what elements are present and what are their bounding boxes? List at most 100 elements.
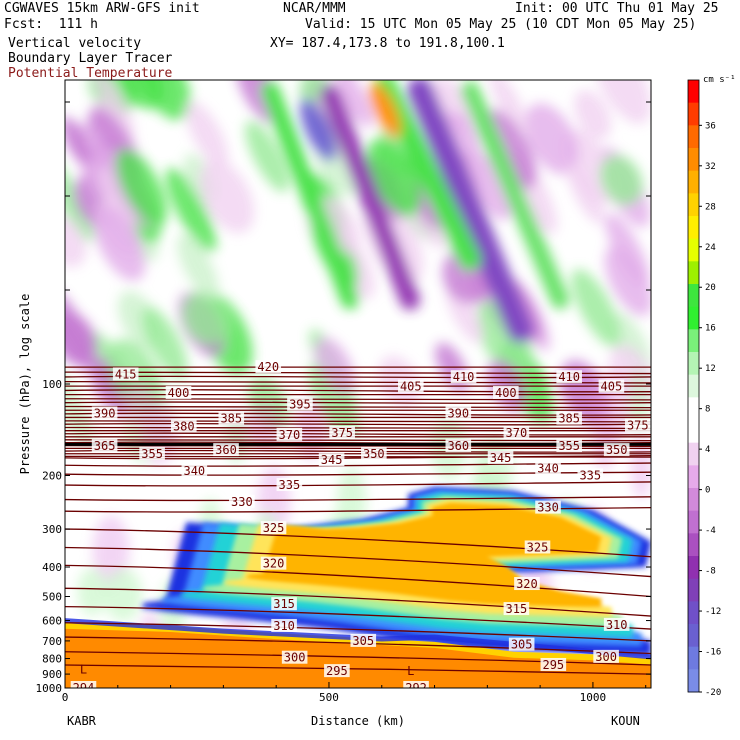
velocity-cell <box>93 205 146 281</box>
theta-label-text: 340 <box>537 462 559 476</box>
y-tick-label: 900 <box>42 668 62 681</box>
theta-contour <box>65 409 651 412</box>
valid-time: Valid: 15 UTC Mon 05 May 25 (10 CDT Mon … <box>305 17 697 32</box>
velocity-cell <box>314 337 356 395</box>
theta-label-text: 350 <box>363 447 385 461</box>
colorbar-label: 20 <box>705 283 716 293</box>
theta-label: 295 <box>540 657 567 672</box>
theta-contour <box>65 429 651 432</box>
velocity-cell <box>599 155 643 206</box>
theta-label: 320 <box>514 577 540 591</box>
theta-label-text: 340 <box>183 464 205 478</box>
velocity-cell <box>366 138 422 217</box>
model-title: CGWAVES 15km ARW-GFS init <box>4 1 200 16</box>
theta-label-text: 300 <box>595 650 617 664</box>
theta-label-text: 410 <box>558 370 580 384</box>
theta-contour <box>65 401 651 405</box>
y-tick-label: 200 <box>42 470 62 483</box>
colorbar-swatch <box>688 397 699 421</box>
velocity-cell <box>65 313 98 366</box>
colorbar-swatch <box>688 601 699 625</box>
theta-label-background <box>577 468 604 482</box>
theta-label-text: 380 <box>173 420 195 434</box>
theta-label: 325 <box>524 540 551 554</box>
velocity-band <box>374 80 481 271</box>
theta-label-text: 405 <box>601 380 623 394</box>
theta-label: 355 <box>556 439 582 453</box>
forecast-hour: Fcst: 111 h <box>4 17 98 32</box>
theta-label: 310 <box>603 617 630 632</box>
colorbar-swatch <box>688 669 699 693</box>
colorbar-label: -8 <box>705 567 716 577</box>
y-tick-label: 100 <box>42 378 62 391</box>
y-tick-label: 400 <box>42 561 62 574</box>
theta-label-background <box>403 681 429 688</box>
y-tick-label: 300 <box>42 523 62 536</box>
theta-label: 350 <box>603 443 630 457</box>
theta-label-background <box>540 657 567 671</box>
theta-label: 360 <box>445 439 472 453</box>
theta-contour <box>65 481 651 487</box>
velocity-cell <box>489 80 528 135</box>
theta-label-background <box>276 478 303 492</box>
theta-label-text: 400 <box>495 386 517 400</box>
theta-label-background <box>260 521 287 535</box>
theta-label-text: 390 <box>94 406 116 420</box>
theta-label: 305 <box>508 637 535 652</box>
theta-label-background <box>281 650 308 664</box>
velocity-cell <box>135 80 191 120</box>
theta-label-text: 295 <box>326 664 348 678</box>
colorbar-swatch <box>688 533 699 557</box>
theta-label-background <box>271 618 297 632</box>
velocity-cell <box>122 80 165 110</box>
organization-label: NCAR/MMM <box>283 1 346 16</box>
theta-label: 410 <box>450 370 477 384</box>
distance-axis: 0 500 1000 <box>62 682 647 704</box>
velocity-cell <box>335 80 374 128</box>
colorbar-swatch <box>688 170 699 194</box>
theta-label-text: 410 <box>453 370 475 384</box>
theta-contour <box>65 651 651 666</box>
theta-contour <box>65 462 651 467</box>
theta-label: 335 <box>577 468 604 483</box>
theta-label-background <box>165 385 192 399</box>
colorbar-label: -20 <box>705 688 721 698</box>
theta-label: 360 <box>213 443 239 457</box>
theta-label: 294 <box>70 681 97 695</box>
y-tick-label: 800 <box>42 653 62 666</box>
theta-label-text: 420 <box>257 360 279 374</box>
velocity-cell <box>247 403 282 450</box>
theta-label-background <box>91 439 118 453</box>
theta-label: 400 <box>165 385 192 400</box>
theta-label: 310 <box>271 618 297 633</box>
theta-label-text: 370 <box>279 428 301 442</box>
colorbar-swatch <box>688 216 699 240</box>
colorbar-swatch <box>688 510 699 534</box>
theta-label-text: 375 <box>331 426 353 440</box>
theta-label-background <box>181 463 208 477</box>
theta-label-text: 415 <box>115 367 137 381</box>
theta-label: 410 <box>556 370 582 384</box>
colorbar-swatch <box>688 125 699 149</box>
theta-label-background <box>445 406 472 420</box>
velocity-band <box>407 80 533 343</box>
theta-label: 350 <box>361 447 387 461</box>
theta-label-background <box>324 664 350 678</box>
theta-label-text: 294 <box>73 681 95 695</box>
theta-label: 292 <box>403 681 429 688</box>
theta-contour <box>65 605 651 630</box>
theta-label-text: 390 <box>447 406 469 420</box>
velocity-cell <box>176 233 219 300</box>
theta-label: 370 <box>503 426 530 440</box>
theta-label-background <box>514 577 540 591</box>
x-axis-label: Distance (km) <box>311 714 405 728</box>
low-marker: L <box>407 664 414 678</box>
colorbar-label: 4 <box>705 445 710 455</box>
theta-contour <box>65 564 651 598</box>
theta-contour <box>65 389 651 393</box>
theta-label-text: 385 <box>220 412 242 426</box>
theta-label-background <box>556 370 582 384</box>
theta-label: 380 <box>170 419 197 434</box>
velocity-cell <box>199 159 255 233</box>
